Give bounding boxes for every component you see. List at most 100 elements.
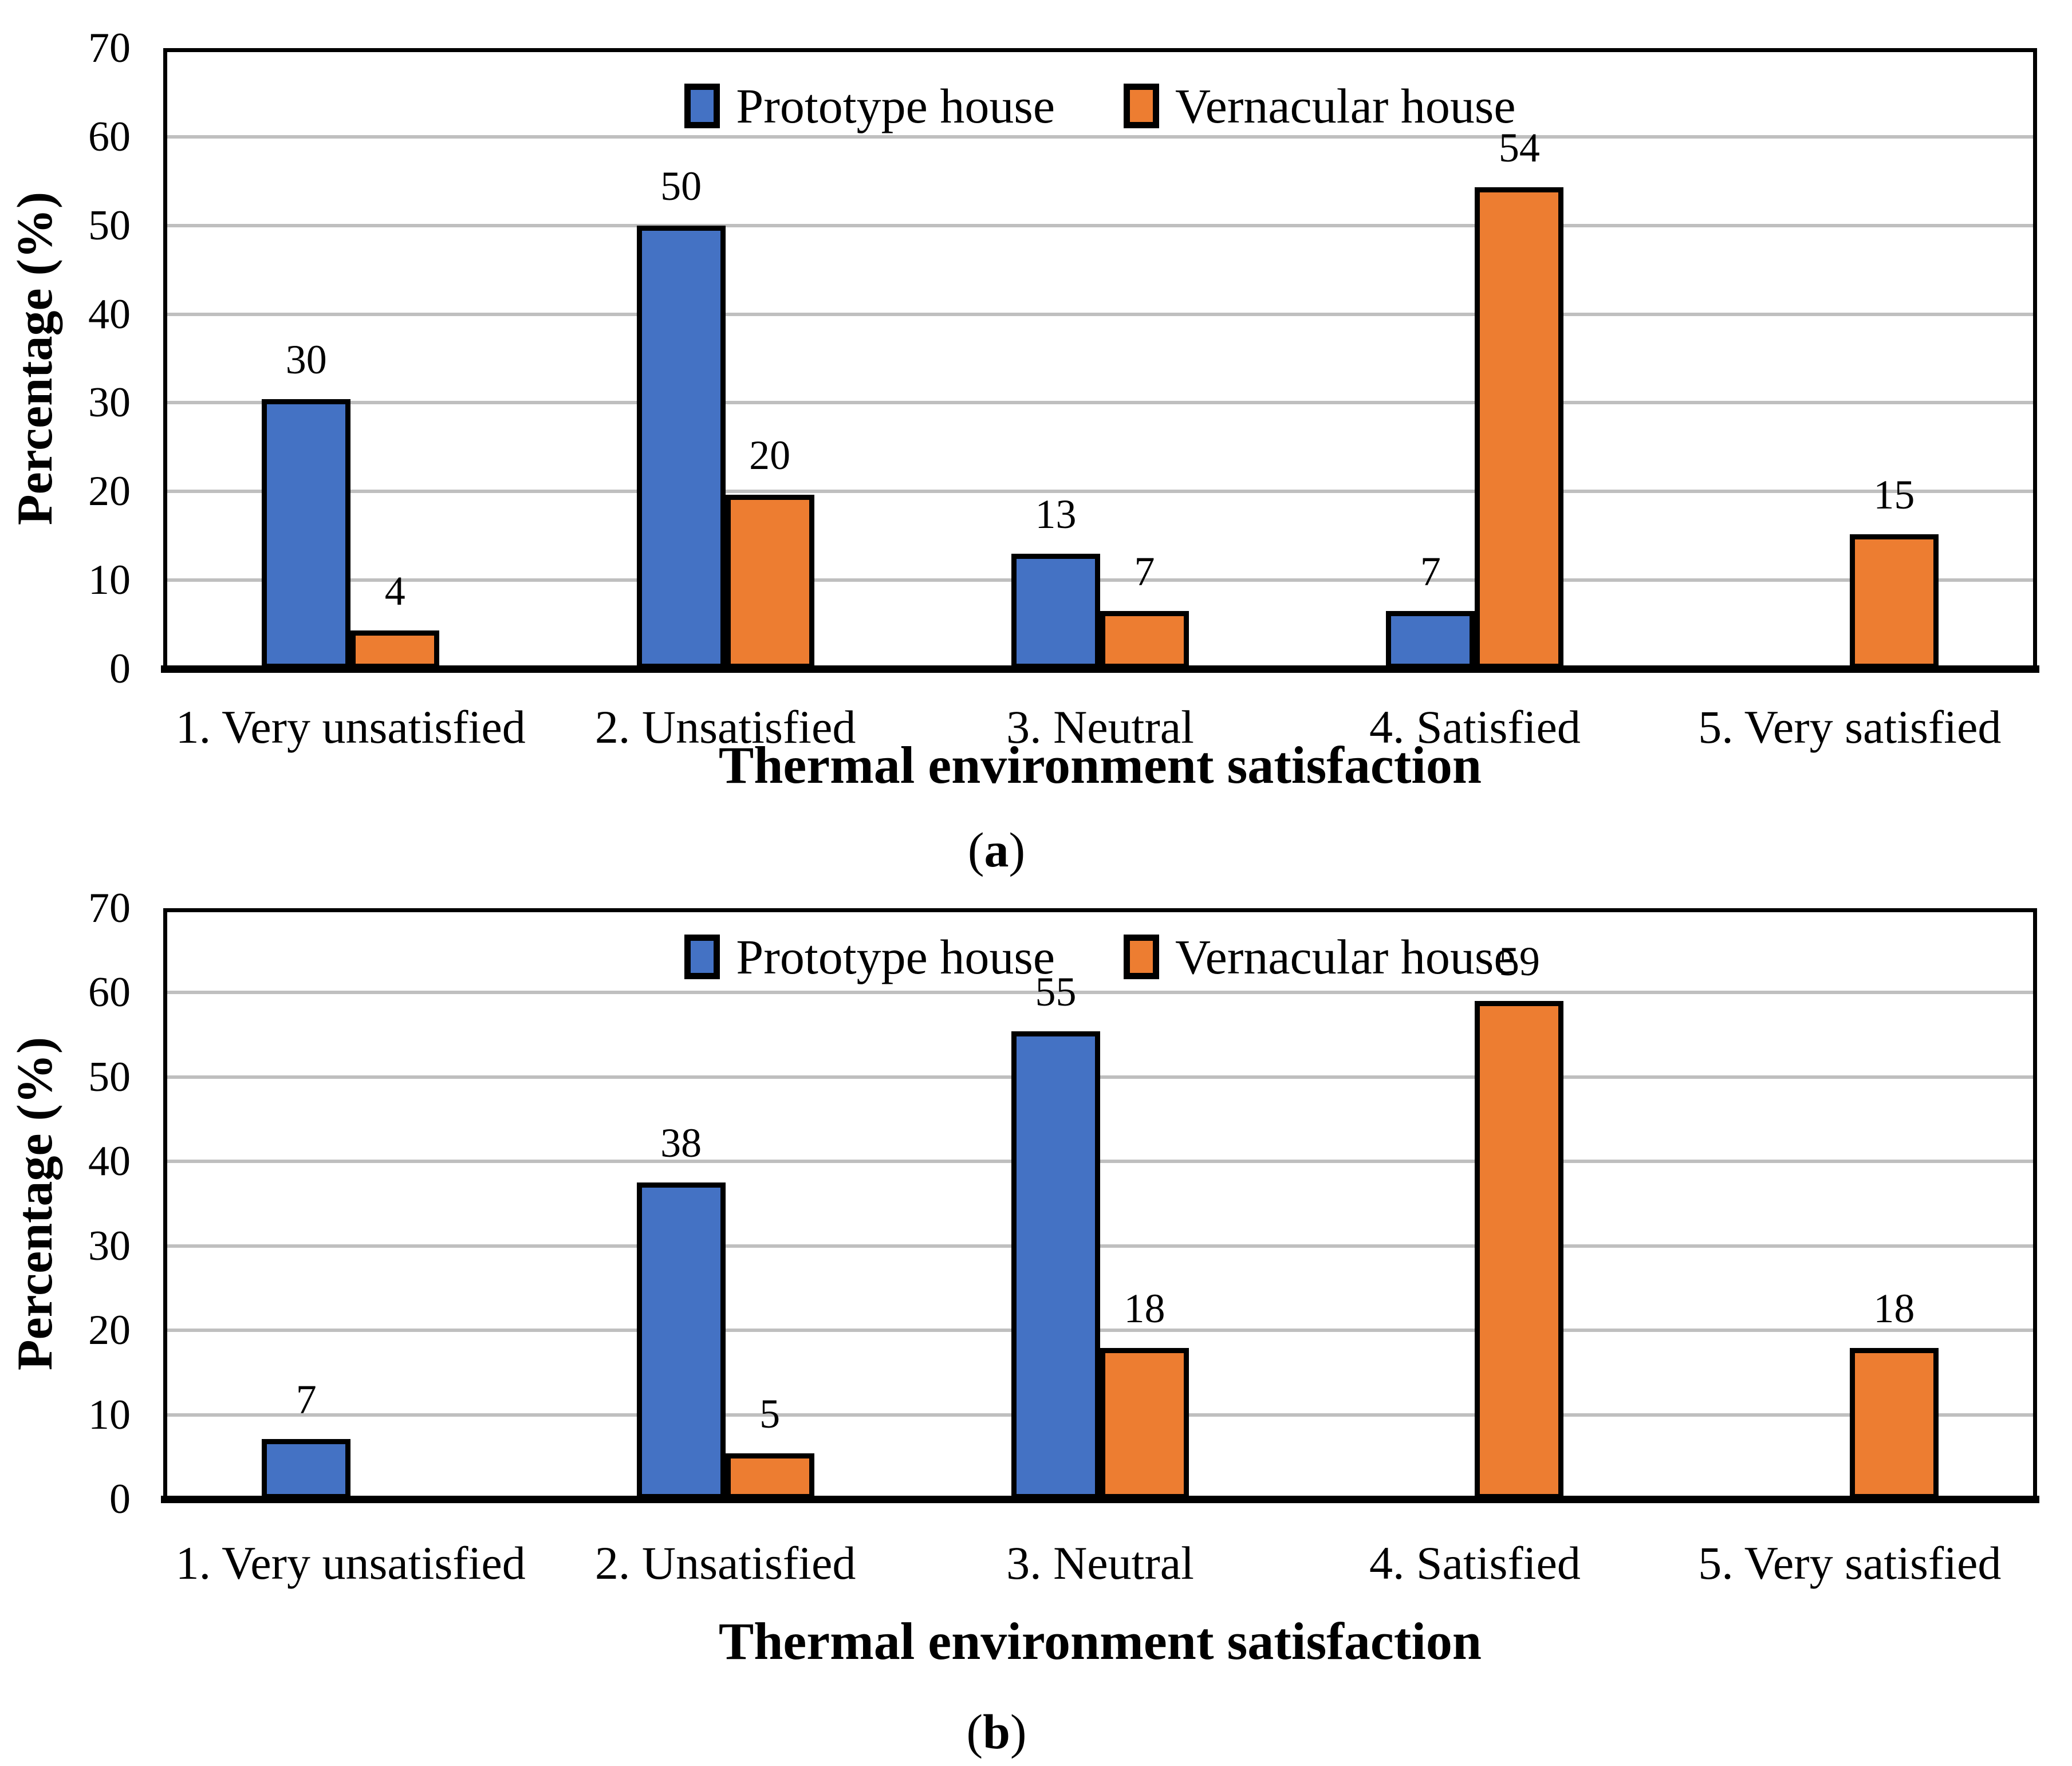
vernacular-bar: [1475, 187, 1564, 669]
vernacular-bar: [1475, 1001, 1564, 1499]
legend-item-prototype: Prototype house: [684, 81, 1055, 131]
bar-slot: 30: [262, 339, 351, 669]
legend-label: Prototype house: [736, 78, 1055, 133]
y-tick-30: 30: [88, 1223, 131, 1270]
bar-slot: 18: [1100, 1288, 1189, 1499]
plot-area: [163, 48, 2037, 669]
x-axis-title: Thermal environment satisfaction: [718, 736, 1482, 794]
legend-item-vernacular: Vernacular house: [1124, 932, 1516, 981]
category-label: 1. Very unsatisfied: [175, 701, 526, 753]
bar-group-4: 7 54: [1287, 48, 1662, 669]
bar-group-2: 50 20: [538, 48, 912, 669]
value-label: 54: [1498, 125, 1540, 171]
value-label: 59: [1498, 939, 1540, 984]
prototype-bar: [636, 226, 726, 669]
y-tick-60: 60: [88, 969, 131, 1016]
bar-slot: 15: [1849, 474, 1939, 669]
gridline-10: [167, 1413, 2033, 1417]
category-label: 1. Very unsatisfied: [175, 1537, 526, 1589]
value-label: 7: [1134, 549, 1155, 594]
legend-label: Prototype house: [736, 929, 1055, 984]
x-axis-line: [161, 1496, 2039, 1503]
category-label: 5. Very satisfied: [1698, 701, 2002, 753]
bar-group-1: 7: [163, 908, 538, 1499]
y-tick-60: 60: [88, 113, 131, 160]
prototype-bar: [262, 399, 351, 669]
category-label: 4. Satisfied: [1369, 701, 1581, 753]
value-label: 20: [749, 432, 791, 478]
value-label: 7: [1420, 549, 1441, 594]
bar-slot: 5: [725, 1393, 814, 1499]
value-label: 18: [1873, 1286, 1915, 1331]
prototype-bar: [1011, 1031, 1101, 1499]
gridline-10: [167, 578, 2033, 582]
vernacular-bar: [1849, 1348, 1939, 1499]
value-label: 15: [1873, 472, 1915, 518]
value-label: 7: [296, 1377, 317, 1422]
category-label: 4. Satisfied: [1369, 1537, 1581, 1589]
vernacular-swatch-icon: [1124, 935, 1159, 979]
bars-layer: 7 38 5 55 18 59 18: [163, 908, 2037, 1499]
gridline-40: [167, 1160, 2033, 1163]
y-tick-70: 70: [88, 25, 131, 72]
gridline-20: [167, 1329, 2033, 1332]
gridline-40: [167, 313, 2033, 316]
y-tick-0: 0: [109, 1476, 131, 1523]
gridline-60: [167, 991, 2033, 994]
x-axis-line: [161, 665, 2039, 673]
legend-item-prototype: Prototype house: [684, 932, 1055, 981]
value-label: 4: [384, 568, 405, 614]
vernacular-bar: [725, 495, 814, 669]
value-label: 38: [660, 1120, 702, 1166]
vernacular-bar: [1849, 534, 1939, 669]
y-tick-70: 70: [88, 885, 131, 932]
y-tick-20: 20: [88, 468, 131, 515]
gridline-30: [167, 1244, 2033, 1248]
prototype-swatch-icon: [684, 84, 720, 128]
value-label: 13: [1035, 491, 1077, 537]
legend: Prototype house Vernacular house: [163, 932, 2037, 981]
bar-group-5: 18: [1663, 908, 2037, 1499]
y-axis-title: Percentage (%): [7, 191, 63, 526]
bar-group-4: 59: [1287, 908, 1662, 1499]
y-tick-50: 50: [88, 202, 131, 249]
vernacular-bar: [1100, 1348, 1189, 1499]
subfigure-caption: (a): [967, 822, 1026, 877]
gridline-50: [167, 1075, 2033, 1079]
y-tick-40: 40: [88, 1138, 131, 1185]
legend-item-vernacular: Vernacular house: [1124, 81, 1516, 131]
category-label: 5. Very satisfied: [1698, 1537, 2002, 1589]
bar-slot: 13: [1011, 494, 1101, 669]
bar-group-3: 55 18: [913, 908, 1287, 1499]
value-label: 18: [1124, 1286, 1165, 1331]
bar-group-3: 13 7: [913, 48, 1287, 669]
category-labels: 1. Very unsatisfied 2. Unsatisfied 3. Neut…: [163, 1535, 2037, 1592]
bar-group-1: 30 4: [163, 48, 538, 669]
legend-label: Vernacular house: [1175, 929, 1516, 984]
bar-slot: 59: [1475, 941, 1564, 1499]
y-axis-title: Percentage (%): [7, 1036, 63, 1371]
gridline-50: [167, 224, 2033, 227]
gridline-30: [167, 401, 2033, 404]
bar-slot: 50: [636, 165, 726, 669]
category-label: 3. Neutral: [1006, 701, 1194, 753]
legend-label: Vernacular house: [1175, 78, 1516, 133]
y-tick-0: 0: [109, 645, 131, 692]
bar-slot: 18: [1849, 1288, 1939, 1499]
bar-slot: 7: [1100, 551, 1189, 669]
y-tick-30: 30: [88, 379, 131, 426]
bar-slot: 55: [1011, 971, 1101, 1499]
bar-slot: 38: [636, 1122, 726, 1499]
gridline-20: [167, 490, 2033, 493]
vernacular-swatch-icon: [1124, 84, 1159, 128]
vernacular-bar: [350, 630, 440, 669]
bar-slot: 7: [262, 1379, 351, 1499]
bar-group-2: 38 5: [538, 908, 912, 1499]
y-tick-20: 20: [88, 1307, 131, 1354]
y-tick-40: 40: [88, 291, 131, 338]
value-label: 5: [759, 1391, 781, 1437]
y-tick-10: 10: [88, 1391, 131, 1438]
gridline-60: [167, 135, 2033, 139]
